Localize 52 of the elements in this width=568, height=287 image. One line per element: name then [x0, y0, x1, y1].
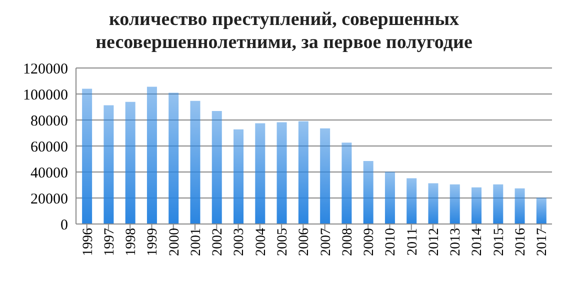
x-tick-label: 2000: [167, 228, 182, 256]
x-tick-label: 2016: [513, 228, 528, 256]
x-tick-label: 2011: [405, 228, 420, 256]
chart-title: количество преступлений, совершенных несовершеннолетними, за первое полугодие: [94, 8, 474, 54]
y-tick-label: 80000: [30, 113, 68, 130]
y-tick-label: 20000: [30, 191, 68, 208]
bar: [298, 121, 308, 224]
bar: [168, 92, 179, 224]
y-tick-label: 0: [60, 217, 68, 234]
bar: [363, 160, 374, 224]
x-tick-label: 2010: [384, 228, 399, 256]
bar: [276, 122, 287, 224]
x-tick-label: 2002: [210, 228, 226, 256]
bar: [104, 105, 114, 224]
x-tick-label: 2007: [318, 228, 334, 256]
x-tick-label: 1999: [146, 228, 161, 256]
bar: [472, 187, 482, 224]
bar: [406, 178, 417, 224]
bar: [82, 88, 92, 224]
x-tick-label: 2005: [275, 228, 290, 256]
y-tick-label: 120000: [23, 61, 68, 78]
x-tick-label: 2013: [448, 228, 464, 256]
x-tick-label: 2006: [297, 228, 312, 256]
bar: [320, 128, 330, 224]
x-tick-label: 1998: [124, 228, 140, 256]
x-tick-label: 2012: [426, 228, 442, 256]
x-tick-label: 1996: [80, 228, 96, 256]
bar: [384, 172, 395, 224]
bar: [234, 129, 244, 224]
bar: [255, 123, 266, 224]
x-tick-label: 2008: [340, 228, 356, 256]
bar: [493, 184, 504, 224]
x-tick-label: 2017: [535, 228, 550, 256]
x-tick-label: 2015: [492, 228, 507, 256]
bar: [212, 111, 222, 224]
x-tick-label: 1997: [102, 228, 118, 256]
y-tick-label: 60000: [30, 139, 68, 156]
y-tick-label: 100000: [23, 87, 68, 104]
x-tick-label: 2001: [188, 228, 204, 256]
bar: [450, 184, 460, 224]
x-tick-label: 2004: [254, 228, 269, 256]
bar: [342, 142, 352, 224]
x-tick-label: 2003: [232, 228, 248, 256]
bar: [428, 183, 438, 224]
bar: [146, 86, 157, 224]
bar: [514, 188, 525, 224]
bar: [190, 100, 200, 224]
y-tick-label: 40000: [30, 165, 68, 182]
x-tick-label: 2009: [362, 228, 378, 256]
bar: [536, 198, 546, 224]
x-tick-label: 2014: [470, 228, 486, 256]
bar: [125, 102, 136, 224]
